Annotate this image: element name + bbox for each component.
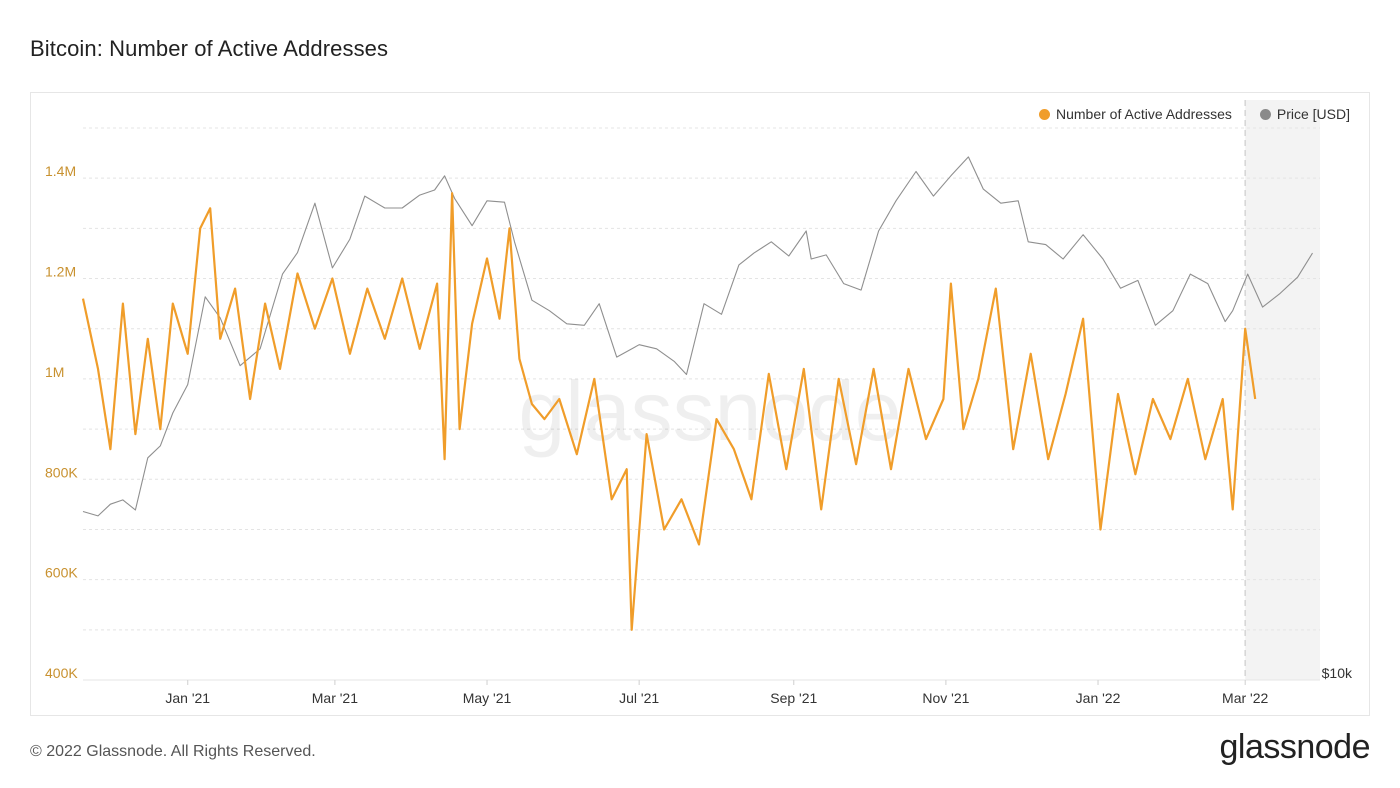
chart-title: Bitcoin: Number of Active Addresses bbox=[30, 36, 389, 61]
x-tick-label: Mar '21 bbox=[312, 690, 358, 706]
x-tick-label: Sep '21 bbox=[770, 690, 817, 706]
y-tick-label: 1M bbox=[45, 364, 64, 380]
y-tick-label: 1.4M bbox=[45, 163, 76, 179]
y-tick-label: 1.2M bbox=[45, 264, 76, 280]
x-axis: Jan '21 Mar '21 May '21 Jul '21 Sep '21 Nov '… bbox=[165, 680, 1269, 706]
y-tick-label: 600K bbox=[45, 565, 78, 581]
legend: Number of Active Addresses Price [USD] bbox=[1039, 106, 1350, 122]
series-line-active-addresses bbox=[81, 192, 1257, 631]
legend-item-price[interactable]: Price [USD] bbox=[1259, 106, 1350, 122]
copyright-text: © 2022 Glassnode. All Rights Reserved. bbox=[30, 743, 316, 760]
legend-item-active-addresses[interactable]: Number of Active Addresses bbox=[1039, 106, 1232, 122]
y-right-tick-label: $10k bbox=[1322, 665, 1353, 681]
y-tick-label: 400K bbox=[45, 665, 78, 681]
watermark: glassnode bbox=[519, 364, 902, 458]
x-tick-label: Jan '22 bbox=[1076, 690, 1121, 706]
x-tick-label: Nov '21 bbox=[922, 690, 969, 706]
y-tick-label: 800K bbox=[45, 464, 78, 480]
series-line-price bbox=[82, 156, 1313, 517]
glassnode-logo[interactable]: glassnode bbox=[1219, 728, 1370, 766]
shaded-region bbox=[1245, 100, 1320, 680]
chart-panel bbox=[30, 92, 1370, 716]
series-lines bbox=[81, 156, 1313, 631]
y-axis-left: 400K 600K 800K 1M 1.2M 1.4M bbox=[45, 163, 78, 681]
legend-label-price: Price [USD] bbox=[1276, 106, 1350, 122]
x-tick-label: May '21 bbox=[463, 690, 512, 706]
x-tick-label: Jan '21 bbox=[165, 690, 210, 706]
y-axis-right: $10k bbox=[1322, 665, 1353, 681]
legend-label-active-addresses: Number of Active Addresses bbox=[1056, 106, 1232, 122]
x-tick-label: Jul '21 bbox=[619, 690, 659, 706]
x-tick-label: Mar '22 bbox=[1222, 690, 1268, 706]
future-shaded-region bbox=[1244, 100, 1320, 680]
legend-marker-active-addresses bbox=[1039, 108, 1050, 120]
legend-marker-price bbox=[1259, 108, 1271, 120]
